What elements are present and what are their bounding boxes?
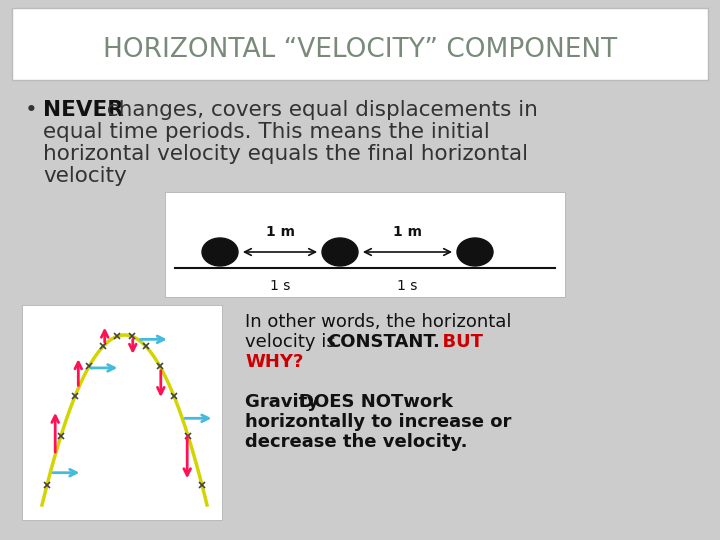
Text: changes, covers equal displacements in: changes, covers equal displacements in	[100, 100, 538, 120]
FancyBboxPatch shape	[165, 192, 565, 297]
Text: DOES NOT: DOES NOT	[299, 393, 403, 411]
Text: velocity is: velocity is	[245, 333, 341, 351]
Text: In other words, the horizontal: In other words, the horizontal	[245, 313, 511, 331]
Ellipse shape	[202, 238, 238, 266]
Text: 1 m: 1 m	[266, 225, 294, 239]
Text: equal time periods. This means the initial: equal time periods. This means the initi…	[43, 122, 490, 142]
Text: •: •	[25, 100, 37, 120]
Text: BUT: BUT	[430, 333, 483, 351]
Text: WHY?: WHY?	[245, 353, 303, 371]
Text: CONSTANT.: CONSTANT.	[327, 333, 440, 351]
Text: decrease the velocity.: decrease the velocity.	[245, 433, 467, 451]
FancyBboxPatch shape	[12, 8, 708, 80]
Ellipse shape	[322, 238, 358, 266]
Text: horizontal velocity equals the final horizontal: horizontal velocity equals the final hor…	[43, 144, 528, 164]
Text: NEVER: NEVER	[43, 100, 124, 120]
Text: 1 s: 1 s	[270, 279, 290, 293]
Text: HORIZONTAL “VELOCITY” COMPONENT: HORIZONTAL “VELOCITY” COMPONENT	[103, 37, 617, 63]
Text: work: work	[397, 393, 453, 411]
FancyBboxPatch shape	[22, 305, 222, 520]
Text: Gravity: Gravity	[245, 393, 325, 411]
Text: horizontally to increase or: horizontally to increase or	[245, 413, 511, 431]
Text: 1 m: 1 m	[393, 225, 422, 239]
Text: velocity: velocity	[43, 166, 127, 186]
Text: 1 s: 1 s	[397, 279, 418, 293]
Ellipse shape	[457, 238, 493, 266]
